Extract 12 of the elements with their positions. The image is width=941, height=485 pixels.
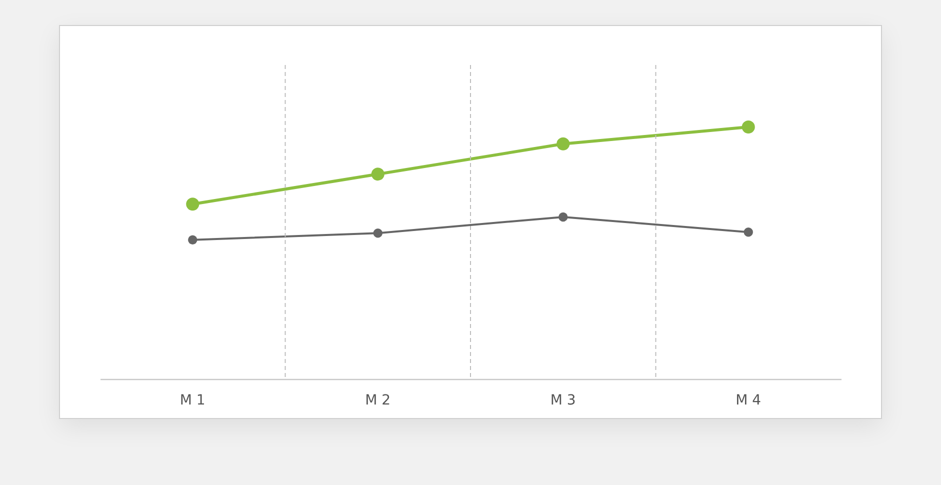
point bbox=[558, 212, 568, 222]
x-tick-label: M 2 bbox=[365, 392, 391, 408]
point bbox=[744, 227, 753, 237]
x-tick-label: M 1 bbox=[180, 392, 206, 408]
point bbox=[186, 198, 200, 211]
x-tick-label: M 4 bbox=[736, 392, 762, 408]
point bbox=[373, 228, 382, 238]
point bbox=[371, 168, 384, 181]
point bbox=[556, 137, 570, 150]
point bbox=[742, 120, 755, 134]
x-tick-label: M 3 bbox=[550, 392, 576, 408]
point bbox=[188, 235, 198, 244]
